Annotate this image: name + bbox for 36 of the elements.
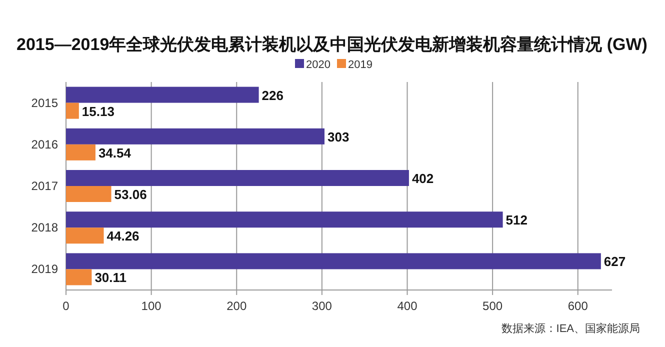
data-label: 627 <box>604 254 626 270</box>
x-tick-label: 500 <box>482 299 503 313</box>
data-label: 44.26 <box>106 228 140 244</box>
data-label: 34.54 <box>98 145 132 160</box>
y-tick-label: 2017 <box>31 179 58 193</box>
y-tick-label: 2016 <box>31 137 58 152</box>
data-label: 30.11 <box>94 270 127 286</box>
bar <box>66 186 112 202</box>
bar <box>66 86 259 103</box>
data-label: 512 <box>506 212 528 228</box>
x-tick-label: 0 <box>62 299 70 313</box>
bar <box>66 170 409 186</box>
y-tick-label: 2015 <box>31 96 58 110</box>
chart-title: 2015—2019年全球光伏发电累计装机以及中国光伏发电新增装机容量统计情况 (GW) <box>16 35 648 54</box>
data-label: 53.06 <box>114 187 147 202</box>
x-tick-label: 100 <box>141 299 162 313</box>
bar <box>66 102 79 119</box>
data-label: 226 <box>262 88 284 103</box>
x-tick-label: 400 <box>397 299 418 313</box>
legend-label: 2020 <box>306 59 330 71</box>
x-tick-label: 200 <box>226 299 247 313</box>
x-tick-label: 600 <box>568 299 588 313</box>
bar <box>66 128 324 144</box>
bar <box>66 228 104 244</box>
bar <box>66 269 92 286</box>
bar <box>66 212 503 228</box>
data-label: 15.13 <box>82 104 114 119</box>
y-tick-label: 2019 <box>31 262 58 276</box>
legend-label: 2019 <box>348 59 372 71</box>
bar <box>66 144 96 160</box>
data-label: 303 <box>327 129 350 144</box>
x-tick-label: 300 <box>312 299 332 313</box>
data-label: 402 <box>412 171 434 186</box>
y-tick-label: 2018 <box>31 220 58 235</box>
source-note: 数据来源：IEA、国家能源局 <box>501 322 640 335</box>
bar <box>66 253 601 270</box>
